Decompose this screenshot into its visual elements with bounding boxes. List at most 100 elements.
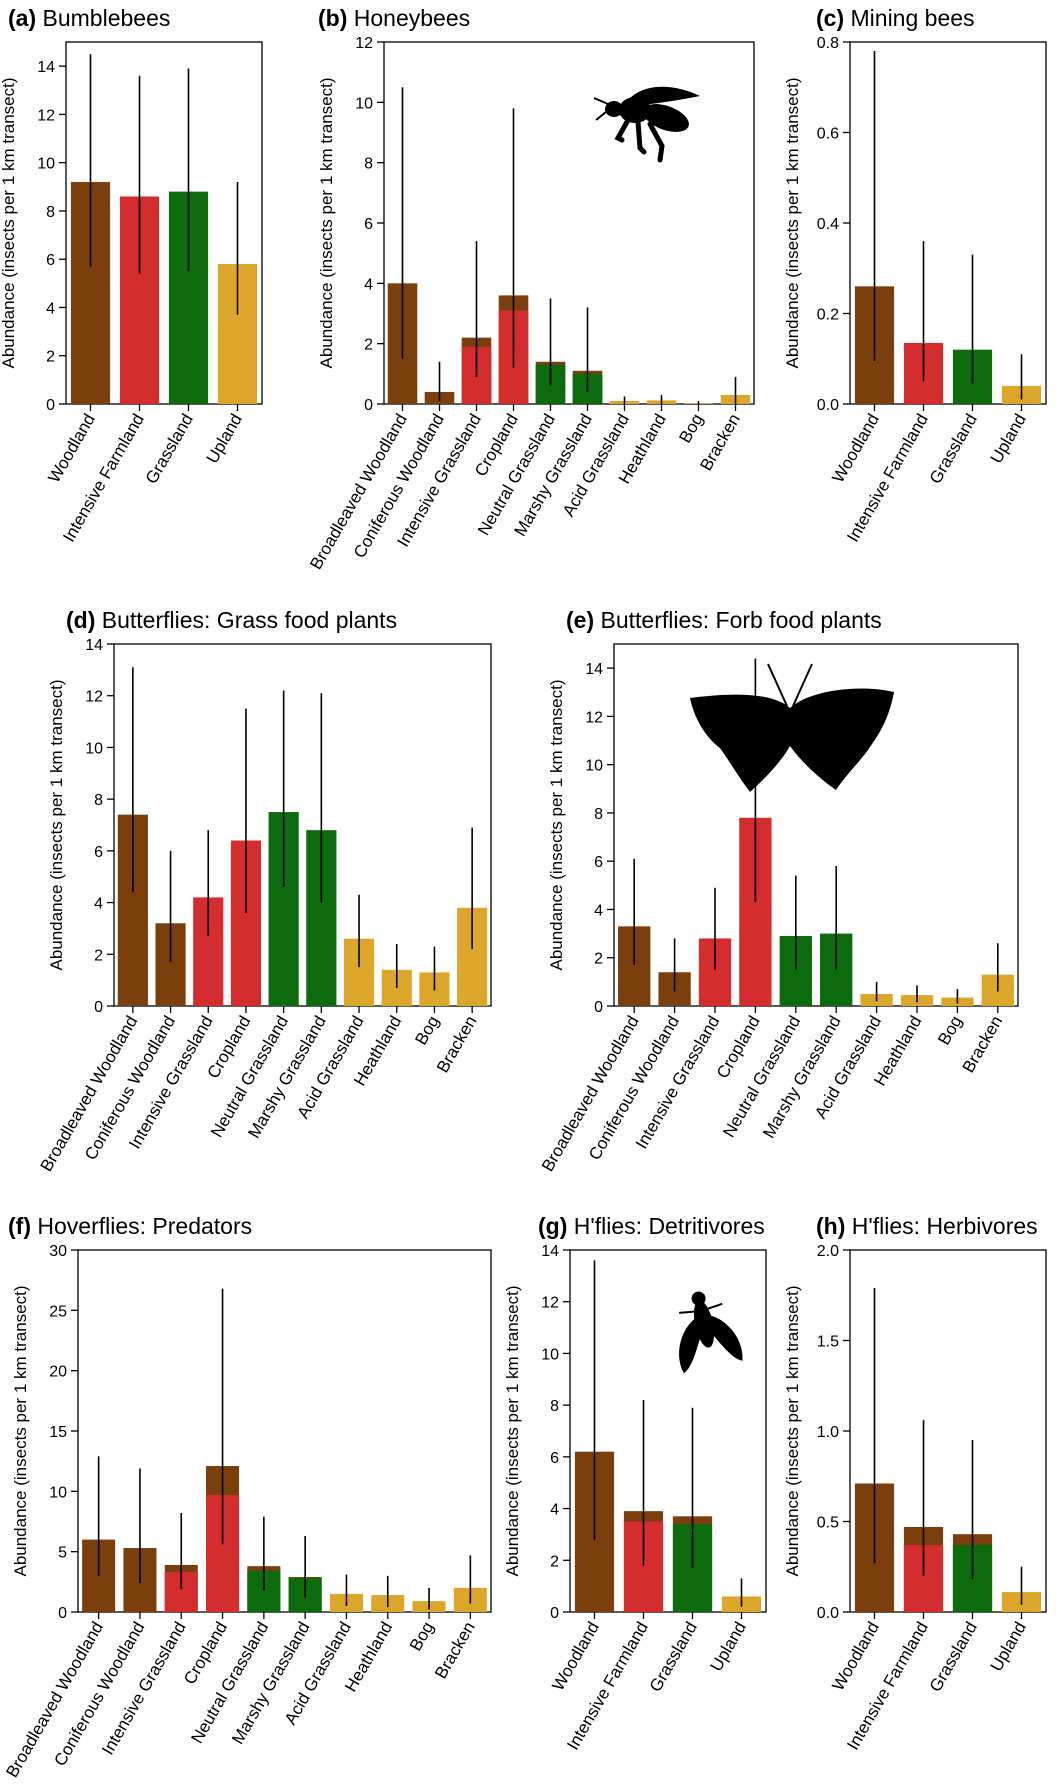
category-label-c-3: Upland bbox=[987, 411, 1030, 467]
y-tick-label-g-0: 0 bbox=[550, 1605, 559, 1622]
panel-title-b: (b) Honeybees bbox=[318, 5, 470, 31]
y-tick-label-d-0: 0 bbox=[94, 999, 103, 1016]
y-tick-label-g-5: 10 bbox=[541, 1346, 559, 1363]
category-label-g-2: Grassland bbox=[646, 1619, 701, 1696]
category-label-e-8: Bog bbox=[934, 1013, 966, 1049]
bee-abdomen bbox=[643, 104, 689, 132]
y-tick-label-e-5: 10 bbox=[585, 758, 603, 775]
y-tick-label-b-6: 12 bbox=[355, 35, 373, 52]
y-tick-label-f-5: 25 bbox=[49, 1303, 67, 1320]
y-tick-label-c-2: 0.4 bbox=[817, 216, 839, 233]
panel-title-text-h: H'flies: Herbivores bbox=[845, 1213, 1037, 1239]
bee-antenna bbox=[593, 97, 609, 121]
panel-tag-d: (d) bbox=[66, 607, 95, 633]
y-tick-label-g-3: 6 bbox=[550, 1450, 559, 1467]
bee-head bbox=[605, 101, 623, 117]
y-tick-label-c-0: 0.0 bbox=[817, 397, 839, 414]
y-tick-label-h-3: 1.5 bbox=[817, 1334, 839, 1351]
category-label-h-0: Woodland bbox=[828, 1619, 883, 1695]
y-tick-label-h-2: 1.0 bbox=[817, 1424, 839, 1441]
y-tick-label-c-1: 0.2 bbox=[817, 307, 839, 324]
panel-title-text-e: Butterflies: Forb food plants bbox=[594, 607, 882, 633]
y-tick-label-e-0: 0 bbox=[594, 999, 603, 1016]
y-axis-label-c: Abundance (insects per 1 km transect) bbox=[783, 77, 802, 368]
butterfly-antenna bbox=[767, 663, 813, 707]
panel-title-text-f: Hoverflies: Predators bbox=[31, 1213, 252, 1239]
honeybee-silhouette bbox=[593, 86, 700, 163]
panel-e: (e) Butterflies: Forb food plants 0 2 4 6 8 10… bbox=[538, 607, 1019, 1175]
category-label-g-3: Upland bbox=[707, 1619, 750, 1675]
y-tick-label-f-4: 20 bbox=[49, 1364, 67, 1381]
panel-title-text-g: H'flies: Detritivores bbox=[567, 1213, 764, 1239]
plot-frame-d bbox=[113, 643, 492, 1007]
panel-title-text-d: Butterflies: Grass food plants bbox=[95, 607, 397, 633]
y-tick-label-a-3: 6 bbox=[46, 252, 55, 269]
y-tick-label-a-1: 2 bbox=[46, 349, 55, 366]
panel-title-d: (d) Butterflies: Grass food plants bbox=[66, 607, 397, 633]
y-axis-label-b: Abundance (insects per 1 km transect) bbox=[317, 77, 336, 368]
y-tick-label-g-7: 14 bbox=[541, 1243, 559, 1260]
y-tick-label-a-7: 14 bbox=[37, 59, 55, 76]
y-tick-label-e-4: 8 bbox=[594, 806, 603, 823]
hoverfly-silhouette bbox=[679, 1291, 743, 1374]
y-axis-label-a: Abundance (insects per 1 km transect) bbox=[0, 77, 18, 368]
y-tick-label-b-2: 4 bbox=[364, 276, 373, 293]
fly-legs bbox=[679, 1302, 723, 1314]
category-label-c-0: Woodland bbox=[828, 411, 883, 487]
category-label-c-2: Grassland bbox=[926, 411, 981, 488]
y-tick-label-d-1: 2 bbox=[94, 947, 103, 964]
y-tick-label-b-4: 8 bbox=[364, 156, 373, 173]
y-tick-label-f-3: 15 bbox=[49, 1424, 67, 1441]
y-tick-label-g-1: 2 bbox=[550, 1553, 559, 1570]
panel-tag-a: (a) bbox=[8, 5, 36, 31]
panel-title-h: (h) H'flies: Herbivores bbox=[816, 1213, 1038, 1239]
panel-g: (g) H'flies: Detritivores 0 2 4 6 8 10 12 14 Abun… bbox=[503, 1213, 767, 1753]
y-tick-label-d-2: 4 bbox=[94, 896, 103, 913]
fly-left-wing bbox=[679, 1317, 702, 1374]
y-tick-label-b-1: 2 bbox=[364, 337, 373, 354]
category-label-a-3: Upland bbox=[203, 411, 246, 467]
y-tick-label-a-2: 4 bbox=[46, 300, 55, 317]
category-label-f-8: Bog bbox=[406, 1619, 438, 1655]
bee-wing bbox=[628, 86, 700, 106]
y-tick-label-d-6: 12 bbox=[85, 689, 103, 706]
category-label-h-2: Grassland bbox=[926, 1619, 981, 1696]
category-label-b-8: Bog bbox=[675, 411, 707, 447]
y-tick-label-a-6: 12 bbox=[37, 107, 55, 124]
y-tick-label-e-3: 6 bbox=[594, 854, 603, 871]
y-tick-label-h-0: 0.0 bbox=[817, 1605, 839, 1622]
y-tick-label-f-1: 5 bbox=[58, 1545, 67, 1562]
fly-head bbox=[691, 1291, 706, 1306]
y-tick-label-d-4: 8 bbox=[94, 792, 103, 809]
category-label-a-0: Woodland bbox=[44, 411, 99, 487]
bee-legs bbox=[614, 117, 665, 163]
y-tick-label-c-4: 0.8 bbox=[817, 35, 839, 52]
y-tick-label-b-5: 10 bbox=[355, 95, 373, 112]
y-tick-label-d-7: 14 bbox=[85, 637, 103, 654]
y-tick-label-h-4: 2.0 bbox=[817, 1243, 839, 1260]
y-tick-label-h-1: 0.5 bbox=[817, 1515, 839, 1532]
plot-frame-e bbox=[613, 643, 1019, 1007]
y-tick-label-d-5: 10 bbox=[85, 740, 103, 757]
panel-title-a: (a) Bumblebees bbox=[8, 5, 170, 31]
panel-a: (a) Bumblebees 0 2 4 6 8 10 12 14 Abundance (inse… bbox=[0, 5, 263, 545]
y-axis-label-h: Abundance (insects per 1 km transect) bbox=[783, 1285, 802, 1576]
plot-frame-b bbox=[383, 41, 755, 405]
plot-frame-g bbox=[569, 1249, 767, 1613]
y-tick-label-e-6: 12 bbox=[585, 709, 603, 726]
panel-tag-e: (e) bbox=[566, 607, 594, 633]
panel-f: (f) Hoverflies: Predators 0 5 10 15 20 25 30 Abu… bbox=[2, 1213, 492, 1781]
y-tick-label-f-6: 30 bbox=[49, 1243, 67, 1260]
panel-tag-b: (b) bbox=[318, 5, 347, 31]
panel-title-text-c: Mining bees bbox=[844, 5, 974, 31]
y-tick-label-b-3: 6 bbox=[364, 216, 373, 233]
y-tick-label-a-5: 10 bbox=[37, 156, 55, 173]
butterfly-left-wing bbox=[690, 694, 790, 792]
panel-b: (b) Honeybees 0 2 4 6 8 10 12 Abundance (insects… bbox=[306, 5, 755, 573]
category-label-a-2: Grassland bbox=[142, 411, 197, 488]
y-axis-label-f: Abundance (insects per 1 km transect) bbox=[11, 1285, 30, 1576]
butterfly-right-wing bbox=[790, 688, 894, 790]
plot-frame-a bbox=[65, 41, 263, 405]
y-tick-label-e-7: 14 bbox=[585, 661, 603, 678]
category-label-h-3: Upland bbox=[987, 1619, 1030, 1675]
